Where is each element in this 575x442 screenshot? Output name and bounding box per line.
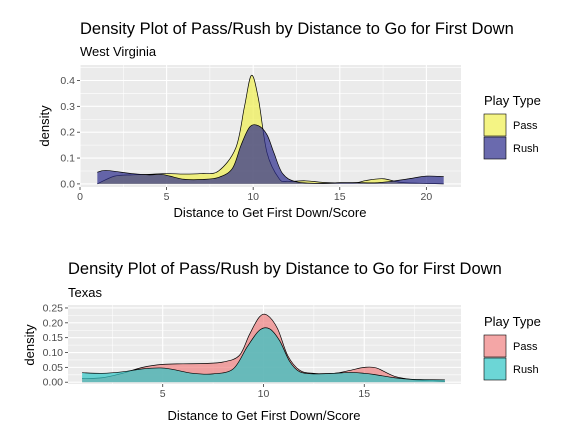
legend-title: Play Type <box>484 93 541 108</box>
y-axis-ticks: 0.00 0.05 0.10 0.15 0.20 0.25 <box>43 302 68 388</box>
legend: Play Type Pass Rush <box>484 93 541 159</box>
y-tick-label: 0.05 <box>43 362 64 374</box>
y-tick-label: 0.0 <box>60 178 75 190</box>
x-tick-label: 15 <box>334 191 346 203</box>
chart-texas: Density Plot of Pass/Rush by Distance to… <box>22 260 541 423</box>
chart-title: Density Plot of Pass/Rush by Distance to… <box>80 20 514 38</box>
y-tick-label: 0.25 <box>43 302 64 314</box>
y-tick-label: 0.00 <box>43 377 64 389</box>
x-axis-ticks: 5 10 15 <box>160 384 370 400</box>
y-axis-ticks: 0.0 0.1 0.2 0.3 0.4 <box>60 75 80 190</box>
x-tick-label: 20 <box>421 191 433 203</box>
legend-label-pass: Pass <box>513 341 538 353</box>
chart-subtitle: Texas <box>68 285 102 300</box>
legend-label-pass: Pass <box>513 120 538 132</box>
x-tick-label: 5 <box>164 191 170 203</box>
y-tick-label: 0.15 <box>43 332 64 344</box>
y-axis-title: density <box>37 105 52 147</box>
legend-swatch-pass <box>484 114 506 136</box>
y-tick-label: 0.3 <box>60 101 75 113</box>
y-tick-label: 0.1 <box>60 153 75 165</box>
y-axis-title: density <box>22 324 37 366</box>
y-tick-label: 0.20 <box>43 317 64 329</box>
x-axis-ticks: 0 5 10 15 20 <box>77 187 432 203</box>
legend-swatch-rush <box>484 137 506 159</box>
x-axis-title: Distance to Get First Down/Score <box>174 205 367 220</box>
y-tick-label: 0.2 <box>60 127 75 139</box>
legend-swatch-rush <box>484 358 506 380</box>
legend-title: Play Type <box>484 314 541 329</box>
x-tick-label: 5 <box>160 388 166 400</box>
x-tick-label: 15 <box>358 388 370 400</box>
y-tick-label: 0.4 <box>60 75 75 87</box>
legend: Play Type Pass Rush <box>484 314 541 380</box>
x-tick-label: 10 <box>258 388 270 400</box>
chart-subtitle: West Virginia <box>80 44 157 59</box>
chart-west-virginia: Density Plot of Pass/Rush by Distance to… <box>37 20 541 220</box>
legend-swatch-pass <box>484 335 506 357</box>
chart-title: Density Plot of Pass/Rush by Distance to… <box>68 260 502 278</box>
x-tick-label: 0 <box>77 191 83 203</box>
x-axis-title: Distance to Get First Down/Score <box>168 408 361 423</box>
legend-label-rush: Rush <box>513 143 539 155</box>
x-tick-label: 10 <box>247 191 259 203</box>
legend-label-rush: Rush <box>513 364 539 376</box>
y-tick-label: 0.10 <box>43 347 64 359</box>
